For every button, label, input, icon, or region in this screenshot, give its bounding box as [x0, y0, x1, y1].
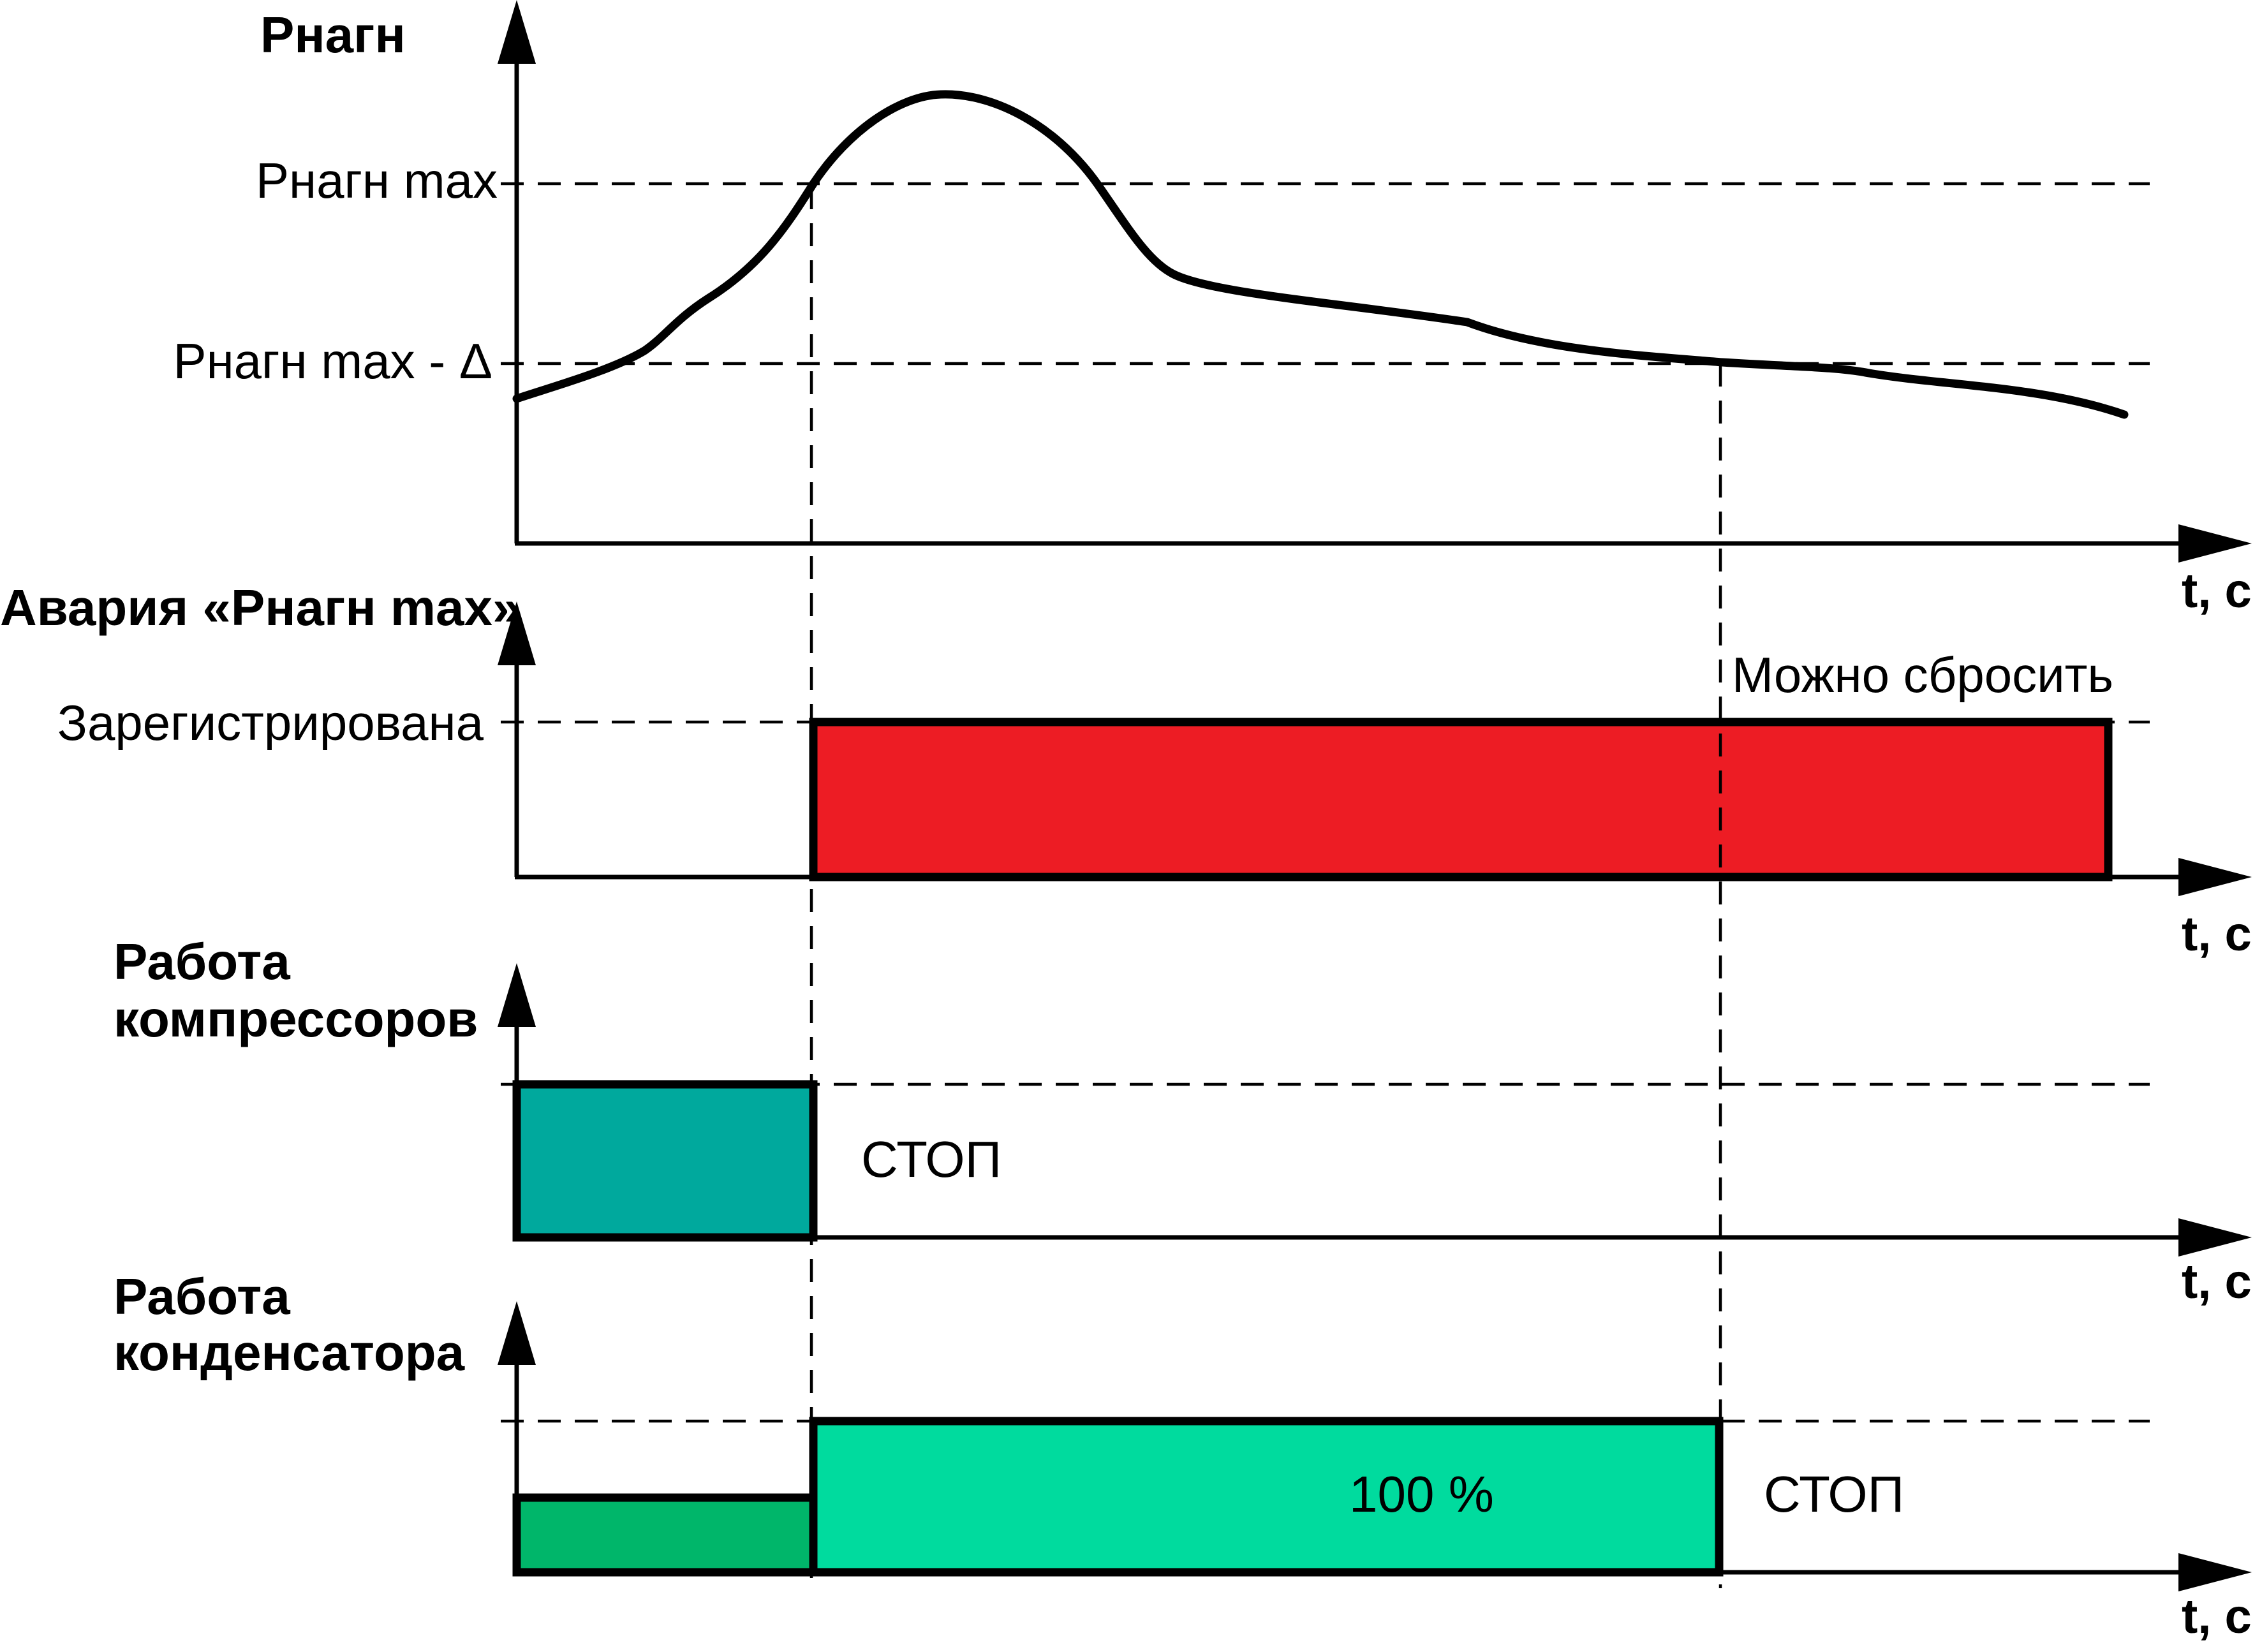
- alarm-active-bar: [809, 718, 2113, 881]
- compressors-title-line1: Работа: [114, 933, 290, 990]
- alarm-axis-title: Авария «Pнагн max»: [0, 579, 521, 636]
- condenser-x-arrow: [2178, 1553, 2252, 1591]
- alarm-time-label: t, c: [2182, 907, 2252, 961]
- pressure-panel: Pнагн Pнагн max Pнагн max - Δ t, c: [174, 0, 2252, 618]
- condenser-panel: Работа конденсатора 100 % СТОП t, c: [114, 1268, 2252, 1644]
- condenser-title-line1: Работа: [114, 1268, 290, 1325]
- alarm-can-reset-label: Можно сбросить: [1732, 647, 2113, 703]
- pressure-y-arrow: [498, 0, 536, 64]
- pressure-axis-title: Pнагн: [260, 6, 406, 63]
- compressors-x-arrow: [2178, 1218, 2252, 1257]
- condenser-partial-bar: [512, 1493, 818, 1577]
- alarm-panel: Авария «Pнагн max» Зарегистрирована Можн…: [0, 579, 2252, 961]
- pmax-level-label: Pнагн max: [256, 152, 498, 209]
- pressure-curve: [512, 90, 2129, 419]
- condenser-full-bar: [809, 1417, 1724, 1577]
- condenser-time-label: t, c: [2182, 1589, 2252, 1644]
- compressors-stop-label: СТОП: [861, 1131, 1002, 1188]
- compressors-panel: Работа компрессоров СТОП t, c: [114, 933, 2252, 1309]
- condenser-y-arrow: [498, 1301, 536, 1365]
- alarm-x-arrow: [2178, 858, 2252, 896]
- condenser-stop-label: СТОП: [1764, 1466, 1904, 1523]
- pressure-x-arrow: [2178, 524, 2252, 563]
- alarm-y-arrow: [498, 601, 536, 665]
- pmax-delta-level-label: Pнагн max - Δ: [174, 333, 492, 389]
- pressure-time-label: t, c: [2182, 564, 2252, 618]
- compressors-title-line2: компрессоров: [114, 991, 478, 1047]
- alarm-registered-label: Зарегистрирована: [57, 695, 484, 751]
- condenser-full-label: 100 %: [1349, 1466, 1494, 1523]
- compressors-running-bar: [512, 1080, 818, 1242]
- compressors-y-arrow: [498, 963, 536, 1027]
- condenser-title-line2: конденсатора: [114, 1324, 465, 1381]
- compressors-time-label: t, c: [2182, 1255, 2252, 1309]
